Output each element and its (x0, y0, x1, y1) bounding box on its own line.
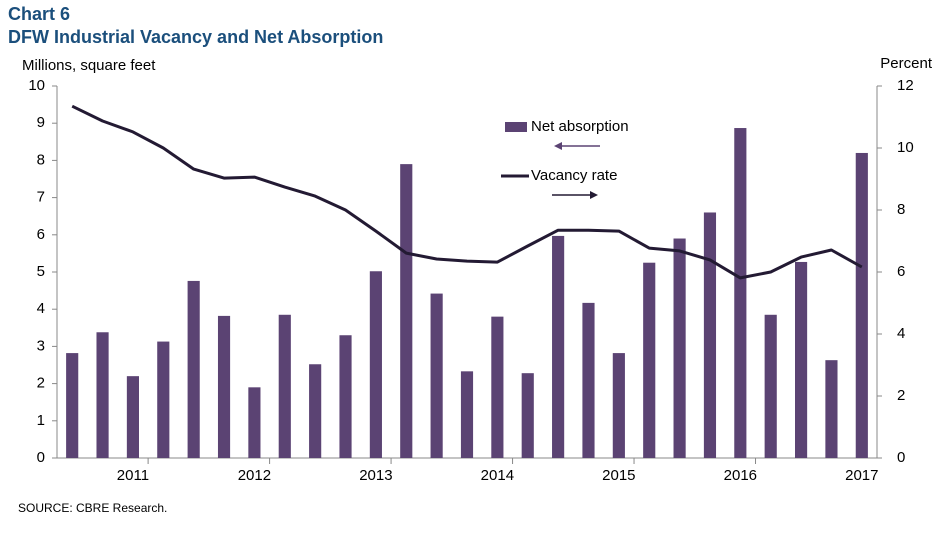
bar (855, 152, 868, 458)
y-tick-label: 2 (37, 375, 45, 392)
bar (643, 262, 656, 458)
bar (764, 314, 777, 458)
x-tick-label: 2011 (117, 467, 149, 484)
bar (309, 364, 322, 458)
y-tick-label: 7 (37, 189, 45, 206)
bar (612, 353, 625, 458)
legend-arrowhead (554, 142, 562, 150)
bar (795, 261, 808, 458)
bar (339, 335, 352, 458)
bar (582, 302, 595, 458)
y-tick-label: 4 (37, 300, 45, 317)
y-tick-label: 9 (37, 114, 45, 131)
bar (66, 353, 79, 458)
bar (187, 280, 200, 458)
bar (157, 341, 170, 458)
bar (430, 293, 443, 458)
x-tick-label: 2016 (724, 467, 757, 484)
bar (126, 376, 139, 458)
x-tick-label: 2012 (238, 467, 271, 484)
x-tick-label: 2017 (845, 467, 878, 484)
bar (673, 238, 686, 458)
y2-tick-label: 10 (897, 139, 914, 156)
bar (96, 332, 109, 458)
y-tick-label: 8 (37, 151, 45, 168)
bar (460, 371, 474, 458)
legend-label: Net absorption (531, 118, 629, 135)
x-tick-label: 2015 (602, 467, 635, 484)
legend-arrowhead (590, 191, 598, 199)
y-tick-label: 6 (37, 226, 45, 243)
legend-swatch (505, 122, 527, 132)
y-tick-label: 3 (37, 337, 45, 354)
bar (278, 314, 291, 458)
bar (521, 373, 534, 458)
legend-label: Vacancy rate (531, 167, 617, 184)
bar (703, 212, 717, 458)
bar (734, 128, 747, 458)
chart-title: Chart 6 (8, 4, 70, 24)
y-tick-label: 5 (37, 263, 45, 280)
bar (552, 235, 565, 458)
y2-tick-label: 4 (897, 325, 905, 342)
bar (217, 315, 231, 458)
bar (400, 164, 413, 458)
bar (491, 316, 504, 458)
y2-tick-label: 8 (897, 201, 905, 218)
bar (825, 360, 838, 458)
chart-subtitle: DFW Industrial Vacancy and Net Absorptio… (8, 27, 383, 47)
y2-tick-label: 12 (897, 77, 914, 94)
line (71, 104, 863, 280)
y-tick-label: 0 (37, 449, 45, 466)
bar (369, 271, 382, 458)
bar (248, 387, 261, 458)
y2-tick-label: 0 (897, 449, 905, 466)
y-tick-label: 10 (28, 77, 45, 94)
x-tick-label: 2014 (481, 467, 514, 484)
x-tick-label: 2013 (359, 467, 392, 484)
y2-tick-label: 6 (897, 263, 905, 280)
y-axis-label: Millions, square feet (22, 57, 156, 74)
source: SOURCE: CBRE Research. (18, 501, 167, 515)
y-tick-label: 1 (37, 412, 45, 429)
y2-axis-label: Percent (880, 55, 933, 72)
y2-tick-label: 2 (897, 387, 905, 404)
